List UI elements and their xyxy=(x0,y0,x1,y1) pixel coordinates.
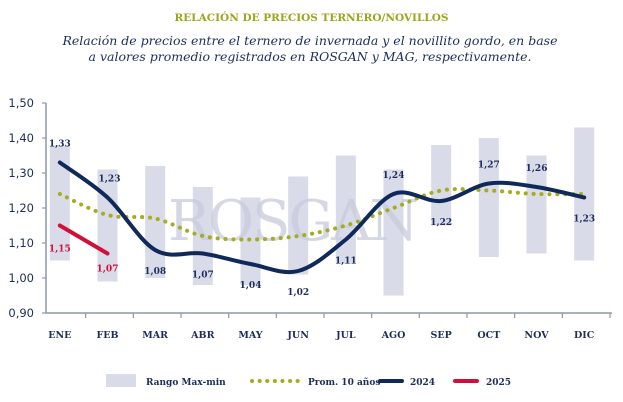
legend-label-2024: 2024 xyxy=(410,378,435,388)
x-tick-label: ABR xyxy=(190,330,214,341)
range-bar-ene xyxy=(49,145,70,261)
range-bar-mar xyxy=(145,166,166,278)
series-line-prom-10-a-os xyxy=(57,187,587,242)
x-tick-label: ENE xyxy=(48,330,71,341)
data-label-2024: 1,23 xyxy=(573,215,595,225)
x-tick-label: SEP xyxy=(431,330,452,341)
data-label-2025: 1,15 xyxy=(49,245,71,255)
chart-title: RELACIÓN DE PRECIOS TERNERO/NOVILLOS xyxy=(174,12,449,24)
x-tick-label: MAY xyxy=(238,330,262,341)
series-line-2024 xyxy=(57,160,587,275)
range-bar-feb xyxy=(97,169,118,282)
legend-label-range: Rango Max-min xyxy=(146,378,226,388)
data-label-2024: 1,24 xyxy=(383,171,405,181)
x-tick-label: FEB xyxy=(96,330,118,341)
watermark-logo: ROSGAN xyxy=(168,189,417,254)
x-tick-label: JUL xyxy=(335,330,356,341)
series-line-2025 xyxy=(57,223,110,256)
data-label-2024: 1,07 xyxy=(192,271,214,281)
data-label-2024: 1,04 xyxy=(240,281,262,291)
legend-label-avg: Prom. 10 años xyxy=(308,377,380,388)
x-tick-label: MAR xyxy=(142,330,168,341)
range-bar-sep xyxy=(431,145,452,226)
data-label-2024: 1,11 xyxy=(335,257,357,267)
range-bar-oct xyxy=(478,138,499,257)
y-tick-label: 1,00 xyxy=(8,271,34,285)
range-bar-jun xyxy=(288,176,309,275)
data-label-2025: 1,07 xyxy=(97,265,119,275)
y-tick-label: 1,40 xyxy=(8,131,34,145)
y-tick-label: 1,30 xyxy=(8,166,34,180)
range-bar-nov xyxy=(526,155,547,254)
range-bar-ago xyxy=(383,169,404,296)
y-tick-label: 0,90 xyxy=(8,306,34,320)
data-label-2024: 1,08 xyxy=(144,267,166,277)
legend-swatch-range xyxy=(106,374,136,387)
legend: Rango Max-min Prom. 10 años 2024 2025 xyxy=(106,374,511,388)
chart-subtitle: Relación de precios entre el ternero de … xyxy=(62,33,558,64)
data-label-2024: 1,02 xyxy=(287,288,309,298)
data-label-2024: 1,23 xyxy=(99,175,121,185)
x-tick-label: OCT xyxy=(477,330,500,341)
range-bar-dic xyxy=(574,127,595,261)
y-tick-label: 1,20 xyxy=(8,201,34,215)
data-label-2024: 1,26 xyxy=(526,164,548,174)
x-tick-label: DIC xyxy=(574,330,595,341)
x-tick-label: AGO xyxy=(381,330,406,341)
x-tick-label: NOV xyxy=(524,330,549,341)
data-label-2024: 1,33 xyxy=(49,140,71,150)
y-tick-label: 1,10 xyxy=(8,236,34,250)
y-tick-label: 1,50 xyxy=(8,96,34,110)
data-label-2024: 1,27 xyxy=(478,161,500,171)
data-label-2024: 1,22 xyxy=(430,218,452,228)
legend-label-2025: 2025 xyxy=(486,378,511,388)
x-tick-label: JUN xyxy=(286,330,309,341)
